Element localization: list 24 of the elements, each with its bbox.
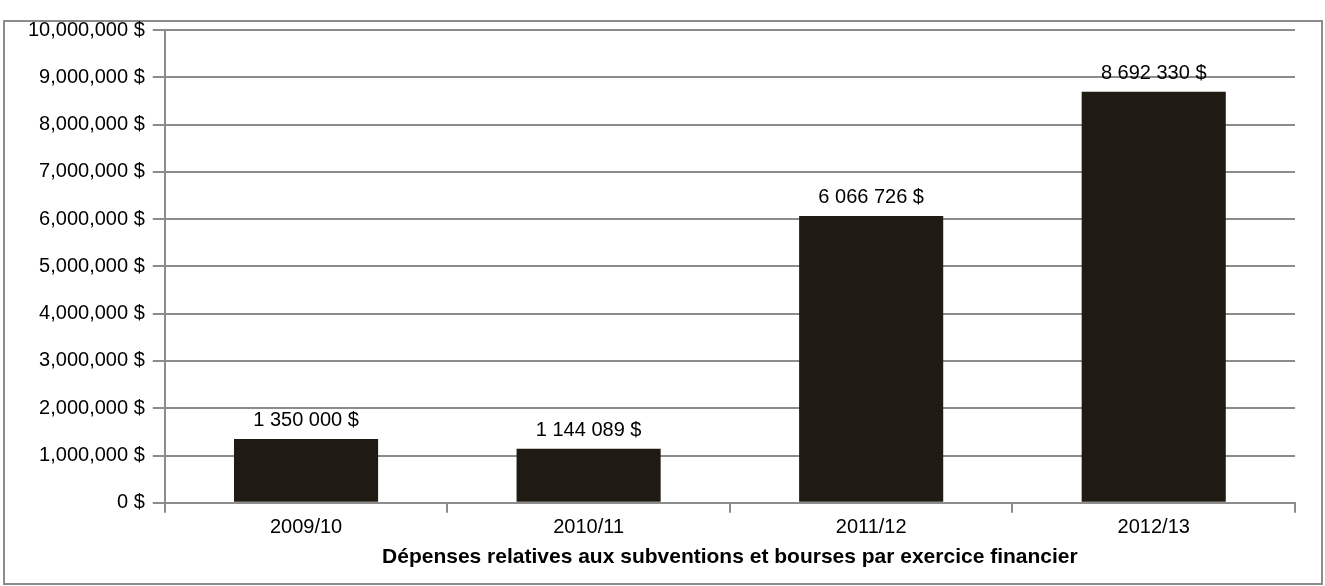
y-tick-label: 9,000,000 $ xyxy=(39,64,145,87)
x-tick-label: 2012/13 xyxy=(1117,515,1190,538)
bar xyxy=(516,448,661,502)
y-tick-label: 4,000,000 $ xyxy=(39,301,145,324)
y-tick-label: 1,000,000 $ xyxy=(39,443,145,466)
x-tick-label: 2011/12 xyxy=(835,515,907,538)
y-tick-label: 8,000,000 $ xyxy=(39,112,145,135)
y-tick-label: 0 $ xyxy=(116,490,145,513)
x-tick-label: 2010/11 xyxy=(553,515,625,538)
data-label: 1 350 000 $ xyxy=(253,408,359,431)
y-tick-label: 10,000,000 $ xyxy=(28,17,145,40)
y-tick-label: 5,000,000 $ xyxy=(39,253,145,276)
y-tick-label: 6,000,000 $ xyxy=(39,206,145,229)
x-tick-label: 2009/10 xyxy=(269,515,343,538)
bar xyxy=(1081,91,1226,502)
y-tick-label: 7,000,000 $ xyxy=(39,159,145,182)
data-label: 1 144 089 $ xyxy=(535,418,642,441)
x-axis-title: Dépenses relatives aux subventions et bourses par exercice financier xyxy=(382,544,1078,568)
bar xyxy=(799,215,944,502)
y-tick-label: 2,000,000 $ xyxy=(39,395,145,418)
bar xyxy=(234,438,379,502)
data-label: 8 692 330 $ xyxy=(1100,61,1207,84)
data-label: 6 066 726 $ xyxy=(818,185,924,208)
y-tick-label: 3,000,000 $ xyxy=(39,348,145,371)
